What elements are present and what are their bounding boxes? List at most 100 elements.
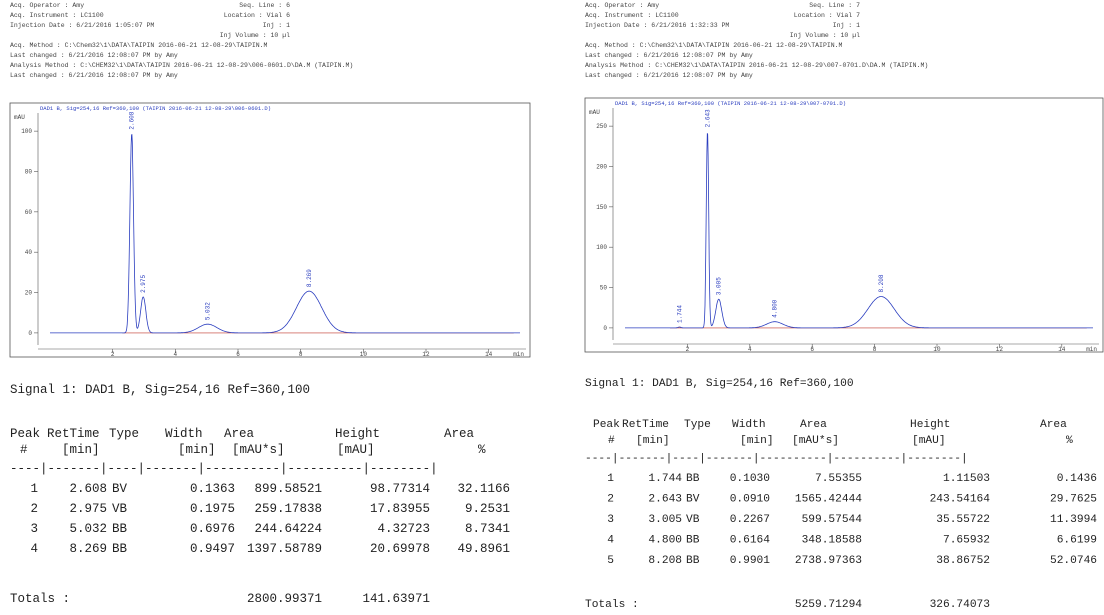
- header-line: Inj : 1: [263, 22, 290, 29]
- peak-label: 2.975: [140, 275, 147, 293]
- table-cell: 259.17838: [254, 502, 322, 516]
- table-cell: 243.54164: [930, 494, 991, 506]
- x-tick-label: 4: [174, 351, 178, 358]
- table-cell: 5: [607, 555, 614, 567]
- peak-label: 2.643: [704, 109, 711, 127]
- table-cell: 35.55722: [936, 514, 990, 526]
- table-cell: 8.208: [648, 555, 682, 567]
- table-cell: 20.69978: [370, 542, 430, 556]
- y-tick-label: 100: [596, 244, 607, 251]
- table-head: [min]: [62, 443, 100, 457]
- header-line: Last changed : 6/21/2016 12:08:07 PM by …: [10, 52, 178, 59]
- header-line: Seq. Line : 6: [239, 2, 290, 9]
- table-head: Width: [732, 419, 766, 431]
- chart-frame: [584, 97, 1104, 353]
- table-head: Area: [224, 427, 255, 441]
- totals-area: 5259.71294: [795, 599, 862, 611]
- y-unit: mAU: [14, 114, 25, 121]
- x-tick-label: 4: [748, 346, 752, 353]
- signal-line: Signal 1: DAD1 B, Sig=254,16 Ref=360,100: [585, 378, 854, 390]
- table-head: Area: [800, 419, 827, 431]
- x-unit: min: [513, 351, 524, 358]
- table-cell: 9.2531: [465, 502, 510, 516]
- table-cell: BB: [112, 522, 128, 536]
- chart-caption: DAD1 B, Sig=254,16 Ref=360,100 (TAIPIN 2…: [615, 100, 846, 107]
- x-tick-label: 8: [299, 351, 303, 358]
- peak-label: 2.608: [129, 111, 136, 129]
- table-head: [mAU*s]: [232, 443, 285, 457]
- table-head: Height: [335, 427, 380, 441]
- peak-label: 8.269: [306, 269, 313, 287]
- table-cell: 32.1166: [457, 482, 510, 496]
- x-unit: min: [1086, 346, 1097, 353]
- x-tick-label: 2: [686, 346, 690, 353]
- header-line: Location : Vial 6: [224, 12, 290, 19]
- table-cell: 4: [30, 542, 38, 556]
- y-tick-label: 20: [25, 290, 33, 297]
- peak-label: 3.005: [716, 277, 723, 295]
- table-cell: 4.32723: [377, 522, 430, 536]
- table-cell: 599.57544: [802, 514, 863, 526]
- totals-height: 326.74073: [930, 599, 990, 611]
- table-cell: 2.975: [69, 502, 107, 516]
- table-head: [min]: [740, 435, 774, 447]
- peak-label: 4.800: [772, 299, 779, 317]
- table-cell: 5.032: [69, 522, 107, 536]
- table-head: Width: [165, 427, 203, 441]
- table-rule: ----|-------|----|-------|----------|---…: [10, 462, 438, 476]
- table-head: Peak: [593, 419, 620, 431]
- header-line: Location : Vial 7: [794, 12, 860, 19]
- y-tick-label: 250: [596, 123, 607, 130]
- y-tick-label: 0: [603, 325, 607, 332]
- x-tick-label: 10: [933, 346, 941, 353]
- x-tick-label: 8: [873, 346, 877, 353]
- table-cell: 17.83955: [370, 502, 430, 516]
- peak-label: 8.208: [878, 274, 885, 292]
- header-line: Injection Date : 6/21/2016 1:32:33 PM: [585, 22, 729, 29]
- table-head: Area: [1040, 419, 1067, 431]
- header-line: Injection Date : 6/21/2016 1:05:07 PM: [10, 22, 154, 29]
- table-cell: BB: [112, 542, 128, 556]
- peak-label: 1.744: [676, 305, 683, 323]
- table-cell: 0.2267: [730, 514, 770, 526]
- x-tick-label: 12: [996, 346, 1004, 353]
- totals-label: Totals :: [585, 599, 639, 611]
- table-cell: 4.800: [648, 535, 682, 547]
- table-cell: 348.18588: [802, 535, 862, 547]
- header-line: Inj : 1: [833, 22, 860, 29]
- table-cell: 1: [607, 473, 614, 485]
- x-tick-label: 14: [485, 351, 493, 358]
- chart-frame: [9, 102, 531, 358]
- header-line: Last changed : 6/21/2016 12:08:07 PM by …: [10, 72, 178, 79]
- table-head: Type: [684, 419, 711, 431]
- report-panel: Acq. Operator : Amy Acq. Instrument : LC1…: [9, 2, 531, 606]
- totals-area: 2800.99371: [247, 592, 322, 606]
- header-line: Acq. Method : C:\Chem32\1\DATA\TAIPIN 20…: [585, 42, 843, 49]
- table-cell: 7.55355: [815, 473, 862, 485]
- table-cell: 98.77314: [370, 482, 430, 496]
- table-cell: 1.11503: [943, 473, 990, 485]
- table-cell: 8.7341: [465, 522, 510, 536]
- table-cell: BB: [686, 473, 700, 485]
- table-cell: 8.269: [69, 542, 107, 556]
- table-head: #: [20, 443, 28, 457]
- table-cell: 6.6199: [1057, 535, 1097, 547]
- table-cell: BB: [686, 555, 700, 567]
- header-line: Acq. Operator : Amy: [585, 2, 659, 9]
- table-head: [mAU]: [337, 443, 375, 457]
- x-tick-label: 10: [360, 351, 368, 358]
- table-cell: 0.6976: [190, 522, 235, 536]
- table-head: %: [1066, 435, 1073, 447]
- table-head: [mAU*s]: [792, 435, 839, 447]
- table-cell: 2: [607, 494, 614, 506]
- header-line: Inj Volume : 10 µl: [220, 32, 290, 39]
- table-cell: BV: [112, 482, 128, 496]
- table-head: Peak: [10, 427, 40, 441]
- header-line: Acq. Instrument : LC1100: [10, 12, 104, 19]
- table-cell: 2738.97363: [795, 555, 862, 567]
- table-cell: 0.1436: [1057, 473, 1097, 485]
- table-cell: 1: [30, 482, 38, 496]
- header-line: Acq. Instrument : LC1100: [585, 12, 679, 19]
- table-cell: 899.58521: [254, 482, 322, 496]
